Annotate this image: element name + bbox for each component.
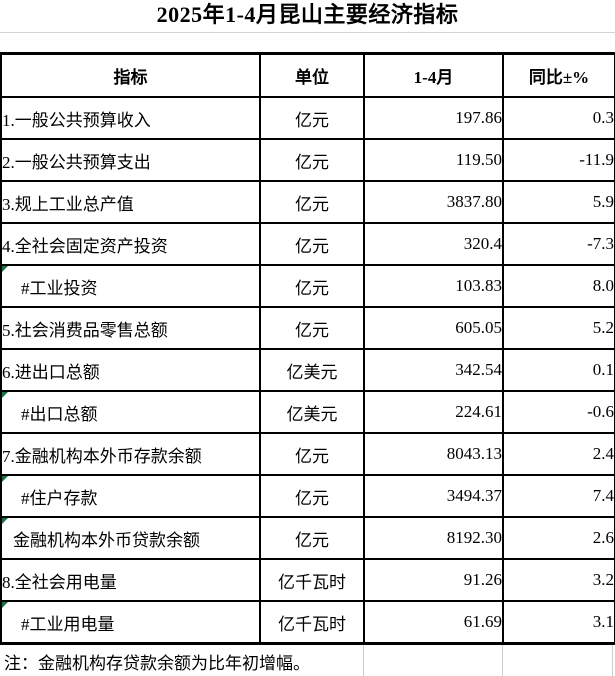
table-row: 4.全社会固定资产投资 亿元 320.4 -7.3: [0, 222, 615, 266]
table-row: #住户存款 亿元 3494.37 7.4: [0, 474, 615, 518]
table-row: 8.全社会用电量 亿千瓦时 91.26 3.2: [0, 558, 615, 602]
table-row: 7.金融机构本外币存款余额 亿元 8043.13 2.4: [0, 432, 615, 476]
unit-cell: 亿元: [259, 264, 365, 308]
flag-triangle-icon: [3, 602, 8, 608]
unit-cell: 亿元: [259, 432, 365, 476]
indicator-cell: #工业用电量: [0, 600, 261, 645]
value-cell: 224.61: [363, 390, 504, 434]
indicator-cell: 2.一般公共预算支出: [0, 138, 261, 182]
column-header-indicator: 指标: [0, 52, 261, 98]
flag-triangle-icon: [3, 267, 8, 272]
indicator-cell: 6.进出口总额: [0, 348, 261, 392]
unit-cell: 亿元: [259, 474, 365, 518]
table-row: 金融机构本外币贷款余额 亿元 8192.30 2.6: [0, 516, 615, 560]
indicator-label: #住户存款: [21, 488, 98, 508]
footer: 注：金融机构存贷款余额为比年初增幅。: [0, 645, 615, 676]
value-cell: 3494.37: [363, 474, 504, 518]
table-row: #出口总额 亿美元 224.61 -0.6: [0, 390, 615, 434]
indicator-cell: #住户存款: [0, 474, 261, 518]
value-cell: 61.69: [363, 600, 504, 645]
indicator-label: #出口总额: [21, 404, 98, 424]
value-cell: 103.83: [363, 264, 504, 308]
unit-cell: 亿元: [259, 516, 365, 560]
value-cell: 605.05: [363, 306, 504, 350]
yoy-cell: -11.9: [502, 138, 615, 182]
title-table-gap: [0, 33, 615, 52]
table-row: 6.进出口总额 亿美元 342.54 0.1: [0, 348, 615, 392]
yoy-cell: 0.3: [502, 96, 615, 140]
value-cell: 91.26: [363, 558, 504, 602]
value-cell: 119.50: [363, 138, 504, 182]
yoy-cell: 0.1: [502, 348, 615, 392]
yoy-cell: 3.1: [502, 600, 615, 645]
indicator-label: 金融机构本外币贷款余额: [13, 530, 200, 550]
indicator-cell: 3.规上工业总产值: [0, 180, 261, 224]
yoy-cell: 5.9: [502, 180, 615, 224]
gridline: [612, 645, 613, 676]
flag-triangle-icon: [3, 519, 8, 524]
unit-cell: 亿美元: [259, 348, 365, 392]
table-row: 3.规上工业总产值 亿元 3837.80 5.9: [0, 180, 615, 224]
page-title: 2025年1-4月昆山主要经济指标: [0, 0, 615, 33]
column-header-unit: 单位: [259, 52, 365, 98]
indicator-cell: 5.社会消费品零售总额: [0, 306, 261, 350]
table-row: 1.一般公共预算收入 亿元 197.86 0.3: [0, 96, 615, 140]
value-cell: 8043.13: [363, 432, 504, 476]
value-cell: 342.54: [363, 348, 504, 392]
yoy-cell: -0.6: [502, 390, 615, 434]
table-row: #工业用电量 亿千瓦时 61.69 3.1: [0, 600, 615, 645]
value-cell: 3837.80: [363, 180, 504, 224]
flag-triangle-icon: [3, 477, 8, 482]
indicator-cell: #工业投资: [0, 264, 261, 308]
value-cell: 197.86: [363, 96, 504, 140]
column-header-yoy: 同比±%: [502, 52, 615, 98]
yoy-cell: 5.2: [502, 306, 615, 350]
unit-cell: 亿元: [259, 138, 365, 182]
yoy-cell: 2.4: [502, 432, 615, 476]
column-header-period: 1-4月: [363, 52, 504, 98]
table-note: 注：金融机构存贷款余额为比年初增幅。: [4, 654, 310, 673]
indicator-label: #工业用电量: [21, 614, 115, 634]
unit-cell: 亿元: [259, 96, 365, 140]
gridline: [363, 645, 364, 676]
yoy-cell: 3.2: [502, 558, 615, 602]
indicator-label: #工业投资: [21, 278, 98, 298]
indicators-table: 指标 单位 1-4月 同比±% 1.一般公共预算收入 亿元 197.86 0.3…: [0, 52, 615, 645]
gridline: [502, 645, 503, 676]
unit-cell: 亿元: [259, 180, 365, 224]
unit-cell: 亿元: [259, 222, 365, 266]
indicator-cell: #出口总额: [0, 390, 261, 434]
table-row: 5.社会消费品零售总额 亿元 605.05 5.2: [0, 306, 615, 350]
unit-cell: 亿千瓦时: [259, 600, 365, 645]
table-header-row: 指标 单位 1-4月 同比±%: [0, 52, 615, 98]
unit-cell: 亿千瓦时: [259, 558, 365, 602]
table-row: 2.一般公共预算支出 亿元 119.50 -11.9: [0, 138, 615, 182]
indicator-cell: 金融机构本外币贷款余额: [0, 516, 261, 560]
yoy-cell: 8.0: [502, 264, 615, 308]
indicator-cell: 7.金融机构本外币存款余额: [0, 432, 261, 476]
flag-triangle-icon: [3, 393, 8, 398]
unit-cell: 亿元: [259, 306, 365, 350]
indicator-cell: 8.全社会用电量: [0, 558, 261, 602]
table-row: #工业投资 亿元 103.83 8.0: [0, 264, 615, 308]
value-cell: 320.4: [363, 222, 504, 266]
indicator-cell: 4.全社会固定资产投资: [0, 222, 261, 266]
value-cell: 8192.30: [363, 516, 504, 560]
unit-cell: 亿美元: [259, 390, 365, 434]
yoy-cell: 7.4: [502, 474, 615, 518]
indicator-cell: 1.一般公共预算收入: [0, 96, 261, 140]
yoy-cell: 2.6: [502, 516, 615, 560]
yoy-cell: -7.3: [502, 222, 615, 266]
